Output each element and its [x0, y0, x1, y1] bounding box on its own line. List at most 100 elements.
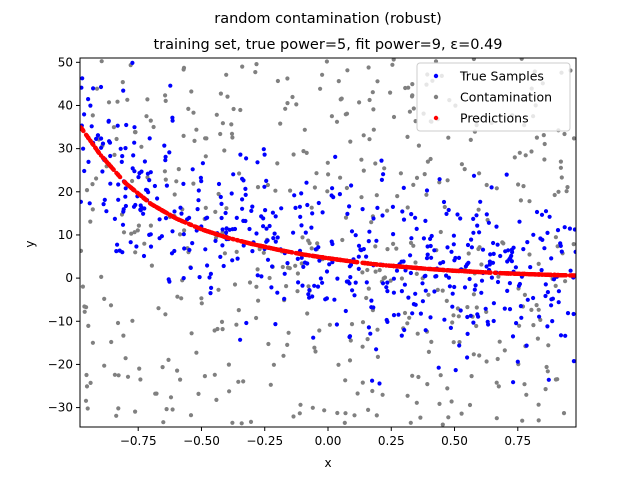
- true-sample-point: [401, 217, 407, 222]
- contamination-point: [365, 337, 370, 342]
- true-sample-point: [347, 334, 353, 339]
- true-sample-point: [402, 327, 407, 333]
- contamination-point: [125, 374, 131, 379]
- true-sample-point: [476, 314, 481, 319]
- contamination-point: [164, 407, 169, 412]
- true-sample-point: [303, 230, 308, 235]
- contamination-point: [484, 182, 489, 188]
- contamination-point: [80, 284, 85, 289]
- contamination-point: [320, 72, 325, 77]
- true-sample-point: [170, 229, 175, 234]
- contamination-point: [236, 379, 241, 384]
- prediction-point: [391, 263, 396, 269]
- true-sample-point: [370, 378, 375, 383]
- contamination-point: [312, 185, 317, 190]
- true-sample-point: [507, 307, 513, 312]
- contamination-point: [181, 65, 187, 70]
- contamination-point: [374, 193, 379, 198]
- prediction-point: [361, 260, 366, 266]
- contamination-point: [410, 82, 415, 87]
- prediction-point: [212, 231, 217, 236]
- true-sample-point: [549, 303, 554, 308]
- true-sample-point: [451, 233, 456, 238]
- true-sample-point: [371, 216, 376, 221]
- true-sample-point: [510, 380, 516, 385]
- true-sample-point: [265, 238, 270, 243]
- true-sample-point: [327, 262, 332, 267]
- contamination-point: [385, 247, 390, 252]
- prediction-point: [508, 271, 513, 276]
- contamination-point: [527, 252, 532, 257]
- true-sample-point: [167, 150, 172, 155]
- true-sample-point: [432, 289, 437, 294]
- contamination-point: [371, 107, 376, 112]
- true-sample-point: [309, 225, 314, 230]
- contamination-point: [416, 143, 421, 148]
- y-tick-label: 20: [58, 185, 73, 199]
- true-sample-point: [441, 260, 446, 265]
- true-sample-point: [349, 183, 354, 188]
- contamination-point: [516, 182, 521, 187]
- contamination-point: [520, 418, 525, 423]
- contamination-point: [268, 382, 273, 387]
- contamination-point: [291, 152, 296, 157]
- true-sample-point: [148, 232, 153, 237]
- true-sample-point: [356, 254, 361, 259]
- contamination-point: [137, 366, 142, 371]
- contamination-point: [534, 303, 539, 308]
- true-sample-point: [116, 197, 121, 202]
- true-sample-point: [543, 209, 549, 214]
- true-sample-point: [447, 284, 452, 289]
- contamination-point: [512, 155, 517, 160]
- contamination-point: [476, 207, 481, 212]
- true-sample-point: [475, 223, 480, 228]
- contamination-point: [172, 192, 177, 197]
- contamination-point: [179, 296, 184, 301]
- contamination-point: [360, 320, 366, 325]
- prediction-point: [266, 245, 271, 250]
- true-sample-point: [401, 259, 406, 264]
- true-sample-point: [264, 178, 269, 183]
- prediction-point: [403, 264, 408, 270]
- contamination-point: [156, 306, 161, 311]
- true-sample-point: [366, 325, 371, 330]
- contamination-point: [102, 363, 107, 368]
- contamination-point: [204, 136, 209, 141]
- true-sample-point: [123, 146, 128, 151]
- contamination-point: [314, 171, 319, 176]
- true-sample-point: [474, 213, 479, 218]
- contamination-point: [227, 389, 232, 394]
- true-sample-point: [102, 197, 107, 202]
- true-sample-point: [349, 229, 355, 234]
- prediction-point: [429, 267, 434, 272]
- contamination-point: [349, 322, 355, 327]
- true-sample-point: [282, 296, 287, 301]
- true-sample-point: [473, 283, 478, 288]
- contamination-point: [130, 318, 135, 323]
- prediction-point: [342, 258, 347, 263]
- contamination-point: [422, 172, 427, 177]
- prediction-point: [303, 252, 309, 258]
- prediction-point: [129, 185, 134, 191]
- true-sample-point: [547, 214, 552, 219]
- contamination-point: [90, 182, 95, 187]
- contamination-point: [324, 59, 329, 64]
- true-sample-point: [316, 200, 321, 206]
- contamination-point: [477, 353, 482, 358]
- true-sample-point: [317, 258, 322, 263]
- contamination-point: [151, 124, 156, 130]
- true-sample-point: [123, 194, 128, 199]
- contamination-point: [465, 305, 470, 310]
- true-sample-point: [98, 84, 104, 90]
- prediction-point: [156, 206, 162, 211]
- true-sample-point: [429, 233, 434, 239]
- contamination-point: [414, 271, 419, 276]
- true-sample-point: [450, 304, 455, 309]
- contamination-point: [295, 289, 300, 294]
- true-sample-point: [409, 212, 414, 217]
- contamination-point: [367, 137, 372, 142]
- true-sample-point: [418, 311, 423, 316]
- true-sample-point: [559, 249, 564, 254]
- true-sample-point: [402, 282, 407, 287]
- true-sample-point: [104, 209, 109, 214]
